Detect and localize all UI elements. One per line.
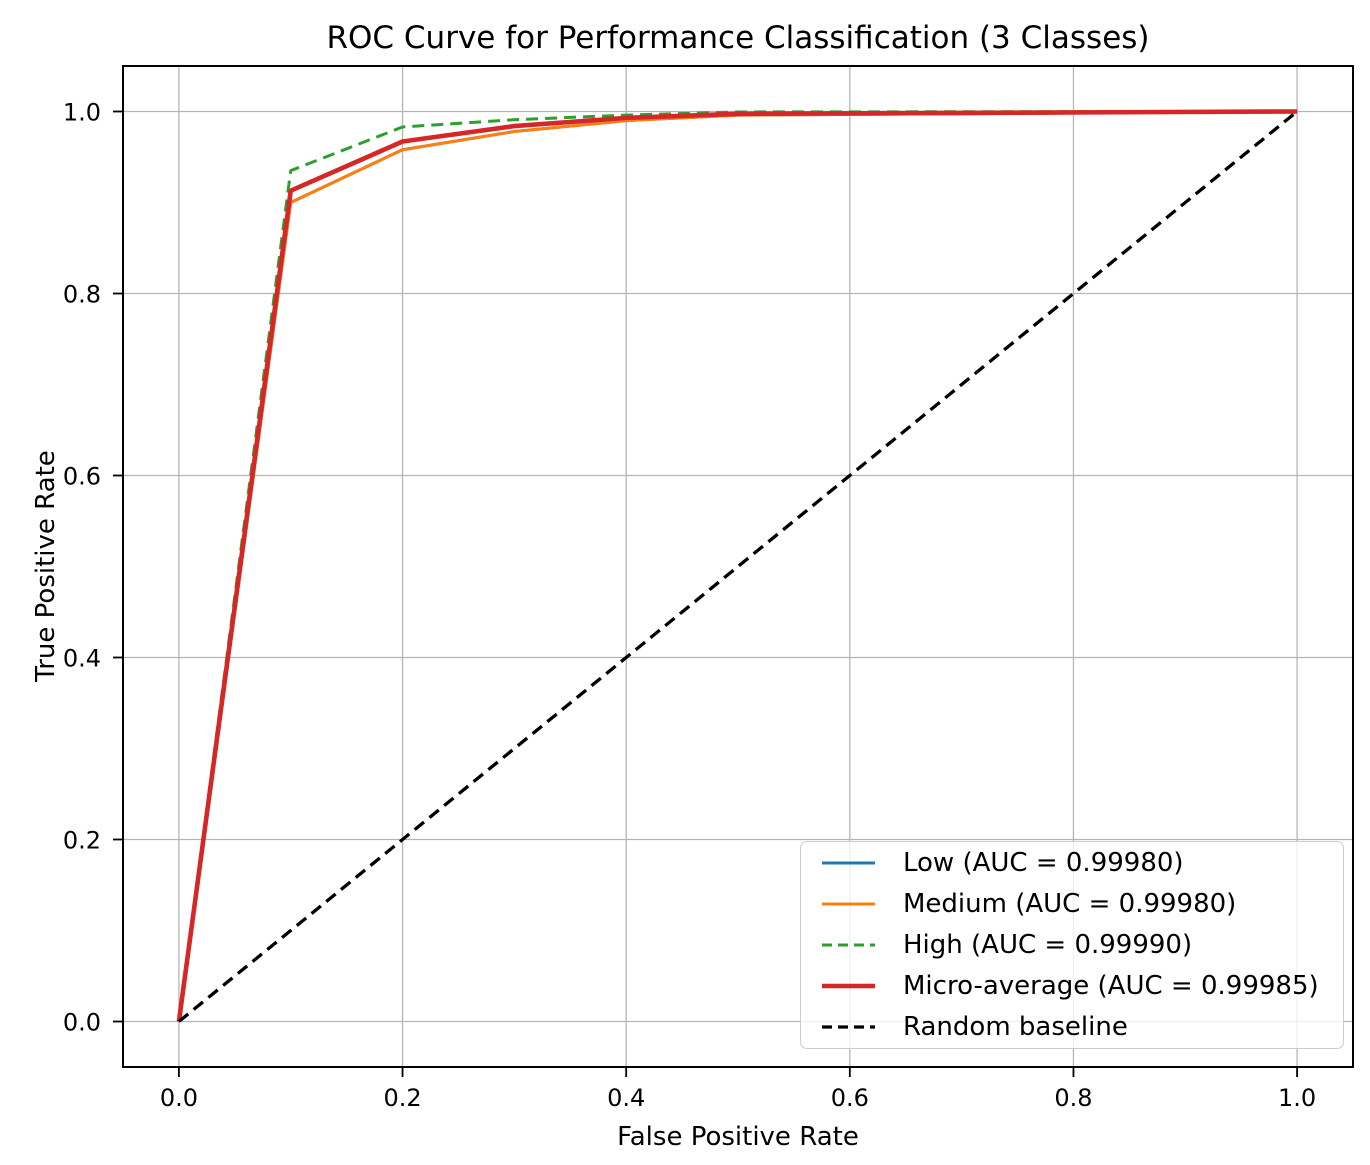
roc-curve-random-baseline	[177, 110, 1299, 1023]
y-tick-label: 0.6	[63, 463, 101, 491]
x-tick-label: 0.6	[831, 1084, 869, 1112]
chart-title: ROC Curve for Performance Classification…	[326, 20, 1150, 56]
legend-swatch	[822, 902, 875, 906]
legend-label: High (AUC = 0.99990)	[903, 930, 1193, 960]
roc-curve-micro-average	[176, 109, 1298, 1022]
plot-border	[122, 65, 1354, 1068]
legend-swatch	[822, 943, 875, 947]
legend-item: Medium (AUC = 0.99980)	[820, 884, 1343, 925]
y-tick-label: 1.0	[63, 99, 101, 127]
legend-swatch	[822, 983, 875, 989]
y-axis-label: True Positive Rate	[31, 450, 61, 682]
legend-item: High (AUC = 0.99990)	[820, 925, 1343, 966]
legend: Low (AUC = 0.99980) Medium (AUC = 0.99980…	[800, 841, 1344, 1049]
legend-swatch	[822, 1025, 875, 1029]
x-tick-label: 1.0	[1278, 1084, 1316, 1112]
y-tick-label: 0.0	[63, 1009, 101, 1037]
x-tick-label: 0.0	[160, 1084, 198, 1112]
legend-item: Micro-average (AUC = 0.99985)	[820, 966, 1343, 1007]
y-tick-label: 0.8	[63, 281, 101, 309]
legend-swatch	[822, 861, 875, 865]
y-tick-label: 0.2	[63, 827, 101, 855]
x-tick-label: 0.2	[383, 1084, 421, 1112]
y-tick-label: 0.4	[63, 645, 101, 673]
legend-label: Random baseline	[903, 1012, 1128, 1042]
legend-label: Medium (AUC = 0.99980)	[903, 889, 1237, 919]
x-tick-label: 0.8	[1054, 1084, 1092, 1112]
legend-item: Random baseline	[820, 1007, 1343, 1048]
legend-item: Low (AUC = 0.99980)	[820, 843, 1343, 884]
legend-label: Micro-average (AUC = 0.99985)	[903, 971, 1319, 1001]
x-tick-label: 0.4	[607, 1084, 645, 1112]
x-axis-label: False Positive Rate	[617, 1122, 859, 1152]
legend-label: Low (AUC = 0.99980)	[903, 848, 1184, 878]
